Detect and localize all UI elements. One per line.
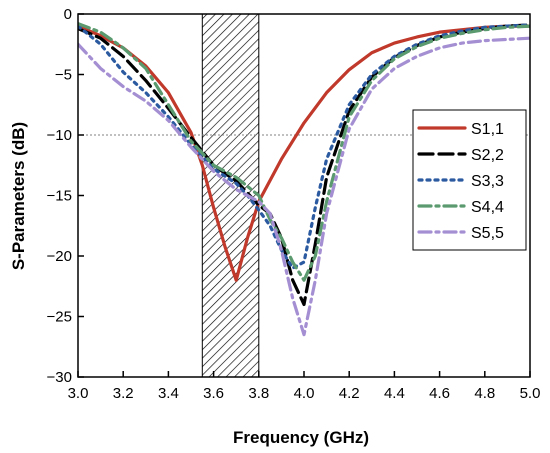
- x-tick-label: 3.6: [203, 385, 224, 402]
- x-axis-title: Frequency (GHz): [233, 428, 369, 447]
- series-line-3: [78, 23, 530, 270]
- series-layer: [78, 22, 530, 337]
- x-tick-label: 3.8: [248, 385, 269, 402]
- legend-label-3: S3,3: [471, 173, 504, 190]
- y-tick-label: −10: [47, 127, 72, 144]
- y-tick-label: −5: [55, 67, 72, 84]
- series-line-4: [78, 22, 530, 282]
- ticks-layer: 3.0 3.2 3.4 3.6 3.8 4.0 4.2 4.4 4.6 4.8 5.0 0 −5 −10 −…: [47, 6, 541, 402]
- legend-label-2: S2,2: [471, 147, 504, 164]
- y-tick-label: 0: [64, 6, 72, 23]
- legend-label-5: S5,5: [471, 225, 504, 242]
- x-tick-label: 5.0: [520, 385, 541, 402]
- x-tick-label: 4.0: [294, 385, 315, 402]
- legend-label-1: S1,1: [471, 121, 504, 138]
- x-tick-label: 3.0: [68, 385, 89, 402]
- series-line-1: [78, 24, 530, 282]
- x-tick-label: 3.2: [113, 385, 134, 402]
- x-tick-label: 4.6: [429, 385, 450, 402]
- y-tick-label: −20: [47, 248, 72, 265]
- x-tick-label: 4.2: [339, 385, 360, 402]
- series-line-5: [78, 36, 530, 337]
- y-tick-label: −15: [47, 188, 72, 205]
- legend-label-4: S4,4: [471, 199, 504, 216]
- legend-box: [412, 109, 527, 251]
- y-tick-label: −25: [47, 309, 72, 326]
- x-tick-label: 3.4: [158, 385, 179, 402]
- x-tick-label: 4.4: [384, 385, 405, 402]
- y-axis-title: S-Parameters (dB): [9, 122, 28, 270]
- x-tick-label: 4.8: [474, 385, 495, 402]
- y-tick-label: −30: [47, 369, 72, 386]
- legend: S1,1 S2,2 S3,3 S4,4 S5,5: [412, 109, 527, 251]
